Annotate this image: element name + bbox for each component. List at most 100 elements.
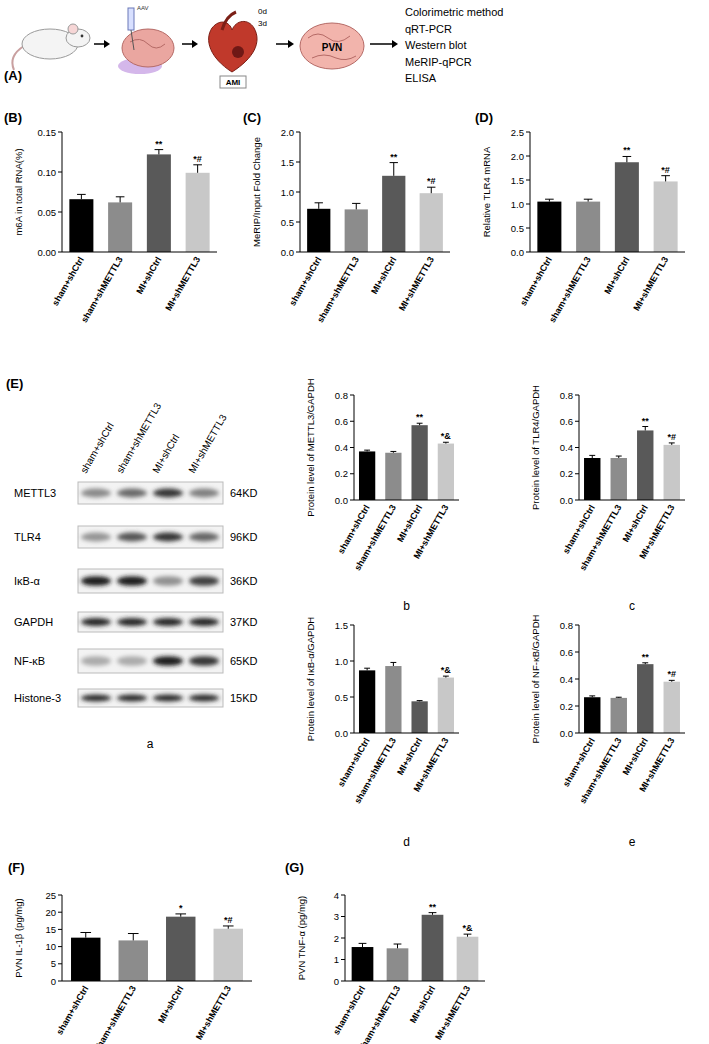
category-label: MI+shCtrl [134,255,163,296]
x-axis [354,500,459,501]
tick [296,252,300,253]
bar [147,154,171,252]
axis-title: Protein level of IκB-α/GAPDH [305,617,316,741]
timepoint: 0d [258,7,267,16]
error-bar [669,443,675,445]
error-line [81,194,82,199]
category-label: MI+shMETTL3 [397,255,436,313]
tick-label: 0.05 [38,207,57,218]
bar [654,181,678,252]
bar [119,940,148,981]
bar [420,193,443,252]
caption: d [403,835,410,849]
bar [411,701,427,733]
category-label: MI+shMETTL3 [412,736,451,794]
marks [359,662,454,733]
error-bar [642,663,648,664]
error-bar [616,697,622,699]
axis-title: Protein level of NF-κB/GAPDH [530,614,541,743]
error-bar [352,203,360,209]
bar [71,938,100,981]
marks [537,156,677,252]
blot-strip [78,612,223,632]
significance: *# [427,176,436,186]
band [189,656,219,666]
category-label: sham+shMETTL3 [356,984,402,1044]
marks [352,913,479,981]
error-cap [589,455,595,456]
error-cap [116,196,125,197]
tick-label: 0.0 [560,495,573,506]
band [117,489,147,498]
error-line [356,203,357,209]
bar-chart: 01234PVN TNF-α (pg/mg)sham+shCtrlsham+sh… [285,860,485,1044]
injection-label: AAV [137,5,149,11]
method: MeRIP-qPCR [405,56,472,68]
tick [575,679,579,680]
bar-chart: 0.00.20.40.60.8Protein level of TLR4/GAP… [530,385,685,613]
tick [526,156,530,157]
error-cap [589,695,595,696]
tick-label: 0.2 [560,468,573,479]
bar [438,678,454,733]
tick-label: 1.0 [281,187,294,198]
significance: ** [390,152,398,162]
tick-label: 0.0 [335,495,348,506]
error-line [120,197,121,203]
caption: c [629,599,635,613]
tick-label: 0.2 [560,701,573,712]
x-axis [530,252,685,253]
category-label: MI+shCtrl [408,984,437,1025]
axis-title: Relative TLR4 mRNA [481,146,492,237]
error-bar [315,203,323,209]
y-axis [354,625,355,733]
error-cap [427,187,435,188]
category-label: MI+shMETTL3 [163,255,202,313]
significance: *& [441,431,452,441]
category-label: MI+shMETTL3 [637,503,676,561]
error-cap [394,944,402,945]
band [117,576,147,586]
error-cap [155,149,164,150]
tick [350,697,354,698]
tick-label: 1 [334,954,339,965]
bar-chart: 0.00.20.40.60.8Protein level of METTL3/G… [305,378,459,613]
tick-label: 0.6 [335,416,348,427]
error-bar [661,176,670,182]
tick [341,981,345,982]
error-line [645,427,646,431]
category-label: MI+shCtrl [621,736,650,777]
size-label: 65KD [230,655,258,667]
tick-label: 0.6 [560,647,573,658]
rat-tail [12,46,24,70]
band [153,576,183,586]
band [189,694,219,701]
tick-label: 0.5 [335,692,348,703]
tick [350,421,354,422]
rat-ear [68,24,78,34]
arrow [276,43,289,45]
tick-label: 0.8 [335,390,348,401]
error-cap [352,203,360,204]
bar-chart: 0.00.51.01.5Protein level of IκB-α/GAPDH… [305,617,459,849]
tick [58,912,62,913]
error-cap [390,451,396,452]
size-label: 37KD [230,616,258,628]
tick [350,661,354,662]
tick-label: 0.0 [281,247,294,258]
error-bar [417,423,423,425]
error-line [85,932,86,937]
error-line [665,176,666,182]
panel-label: (B) [4,110,22,125]
tick-label: 0.5 [511,223,524,234]
tick [58,252,62,253]
y-axis [530,132,531,252]
error-cap [417,423,423,424]
tick [58,963,62,964]
tick [350,395,354,396]
marks [307,163,443,252]
schematic: (A)AAV0d3dAMIPVNColorimetric methodqRT-P… [4,5,503,88]
y-axis [345,895,346,981]
error-bar [390,451,396,452]
bar-chart: 0.00.20.40.60.8Protein level of NF-κB/GA… [530,614,685,849]
